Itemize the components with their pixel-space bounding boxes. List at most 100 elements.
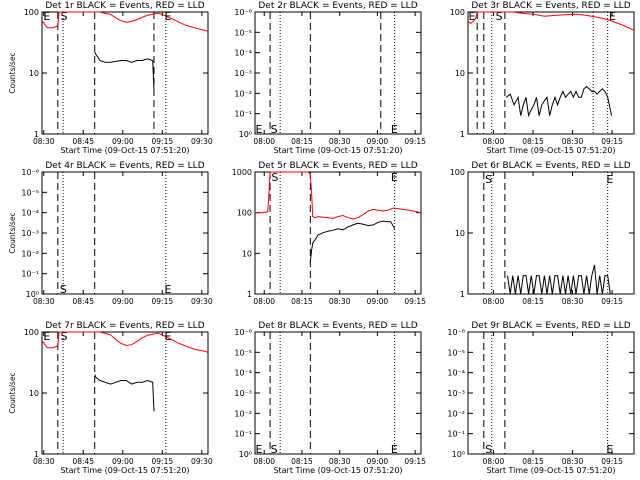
x-tick-label: 08:30 <box>562 297 584 306</box>
panel-title: Det 6r BLACK = Events, RED = LLD <box>471 161 630 171</box>
marker-label-s: S <box>271 123 278 136</box>
marker-label-e: E <box>606 173 613 186</box>
y-tick-label: 10⁻³ <box>447 389 465 398</box>
panel-title: Det 3r BLACK = Events, RED = LLD <box>471 1 630 11</box>
series-events-line <box>94 374 155 412</box>
y-tick-label: 1 <box>34 130 39 139</box>
marker-label-e: E <box>391 443 398 456</box>
y-tick-label: 10⁻⁴ <box>234 49 252 58</box>
y-tick-label: 1 <box>247 290 252 299</box>
y-tick-label: 10⁻⁴ <box>447 369 465 378</box>
panel-det-3: Det 3r BLACK = Events, RED = LLD 1 10 100 08… <box>450 1 635 155</box>
y-tick-label: 10⁻¹ <box>447 430 465 439</box>
y-tick-label: 10⁻⁴ <box>234 369 252 378</box>
x-tick-label: 09:15 <box>152 137 174 146</box>
series-events-line <box>505 85 613 118</box>
x-tick-label: 09:30 <box>191 297 213 306</box>
marker-label-e: E <box>391 171 398 184</box>
marker-label-s: S <box>485 173 492 186</box>
x-tick-label: 09:15 <box>601 297 623 306</box>
x-tick-label: 09:00 <box>112 457 134 466</box>
y-tick-label: 10⁻³ <box>234 69 252 78</box>
y-tick-label: 10⁻⁵ <box>21 188 39 197</box>
y-tick-label: 100 <box>24 8 39 17</box>
y-tick-label: 1 <box>460 290 465 299</box>
x-tick-label: 08:30 <box>329 137 351 146</box>
panel-det-6: Det 6r BLACK = Events, RED = LLD 1 10 100 08… <box>450 161 635 306</box>
x-tick-label: 08:30 <box>562 137 584 146</box>
y-tick-label: 100 <box>450 8 465 17</box>
y-axis-label: Counts/sec <box>8 52 17 93</box>
x-tick-label: 09:00 <box>112 137 134 146</box>
y-tick-label: 10 <box>29 389 39 398</box>
x-tick-label: 08:30 <box>562 457 584 466</box>
marker-label-s: S <box>271 171 278 184</box>
x-tick-label: 08:30 <box>33 457 55 466</box>
panel-det-2: Det 2r BLACK = Events, RED = LLD 10⁰ 10⁻¹ 1… <box>234 1 426 155</box>
x-tick-label: 09:30 <box>191 457 213 466</box>
y-axis-label: Counts/sec <box>8 372 17 413</box>
x-axis-label: Start Time (09-Oct-15 07:51:20) <box>60 146 189 155</box>
y-tick-label: 10⁻¹ <box>234 110 252 119</box>
x-tick-label: 09:00 <box>367 457 389 466</box>
series-lld-line <box>41 331 209 354</box>
y-tick-label: 10⁻⁶ <box>447 328 465 337</box>
panel-det-5: Det 5r BLACK = Events, RED = LLD 1 10 100 10… <box>232 161 427 306</box>
y-axis-label: Counts/sec <box>8 212 17 253</box>
x-tick-label: 08:00 <box>483 137 505 146</box>
y-tick-label: 10⁻⁶ <box>21 168 39 177</box>
x-tick-label: 08:15 <box>522 137 544 146</box>
y-tick-label: 10⁰ <box>239 130 252 139</box>
x-tick-label: 08:15 <box>522 457 544 466</box>
panel-det-9: Det 9r BLACK = Events, RED = LLD 10⁰ 10⁻¹ 1… <box>447 321 635 475</box>
marker-label-e: E <box>165 10 172 23</box>
marker-label-e: E <box>391 123 398 136</box>
x-tick-label: 09:00 <box>367 297 389 306</box>
x-axis-label: Start Time (09-Oct-15 07:51:20) <box>60 466 189 475</box>
y-tick-label: 10⁻³ <box>21 229 39 238</box>
y-tick-label: 10⁻⁴ <box>21 209 39 218</box>
x-tick-label: 09:00 <box>367 137 389 146</box>
series-lld-line <box>255 171 422 220</box>
x-tick-label: 09:15 <box>152 457 174 466</box>
y-tick-label: 10⁰ <box>239 450 252 459</box>
marker-label-s: S <box>60 283 67 296</box>
y-tick-label: 10⁻² <box>21 249 39 258</box>
marker-label-s: S <box>60 330 67 343</box>
y-tick-label: 1 <box>460 130 465 139</box>
x-tick-label: 08:45 <box>72 457 94 466</box>
panel-title: Det 7r BLACK = Events, RED = LLD <box>45 321 204 331</box>
y-tick-label: 100 <box>450 168 465 177</box>
y-tick-label: 10⁻⁶ <box>234 8 252 17</box>
panel-det-4: Det 4r BLACK = Events, RED = LLD 10⁰ 10⁻¹ 1… <box>8 161 213 306</box>
x-tick-label: 09:15 <box>404 297 426 306</box>
panel-det-7: Det 7r BLACK = Events, RED = LLD 1 10 100 08… <box>8 321 213 475</box>
panel-title: Det 2r BLACK = Events, RED = LLD <box>258 1 417 11</box>
x-axis-label: Start Time (09-Oct-15 07:51:20) <box>486 146 615 155</box>
marker-label-s: S <box>485 443 492 456</box>
y-tick-label: 1000 <box>232 168 252 177</box>
y-tick-label: 100 <box>237 209 252 218</box>
y-tick-label: 10⁰ <box>452 450 465 459</box>
y-tick-label: 10⁻⁶ <box>234 328 252 337</box>
marker-label-e: E <box>165 283 172 296</box>
x-tick-label: 09:15 <box>152 297 174 306</box>
marker-label-s: S <box>496 10 503 23</box>
x-tick-label: 08:15 <box>291 457 313 466</box>
y-tick-label: 10 <box>242 249 252 258</box>
series-lld-line <box>41 11 209 32</box>
x-axis-label: Start Time (09-Oct-15 07:51:20) <box>486 466 615 475</box>
marker-label-e: E <box>256 443 263 456</box>
x-tick-label: 08:30 <box>33 297 55 306</box>
x-tick-label: 08:30 <box>329 297 351 306</box>
marker-label-e: E <box>606 443 613 456</box>
y-tick-label: 10⁻² <box>234 409 252 418</box>
y-tick-label: 10 <box>455 69 465 78</box>
x-tick-label: 08:30 <box>329 457 351 466</box>
y-tick-label: 10⁻¹ <box>234 430 252 439</box>
series-lld-line <box>467 11 635 31</box>
x-tick-label: 09:15 <box>601 457 623 466</box>
panel-title: Det 5r BLACK = Events, RED = LLD <box>258 161 417 171</box>
x-tick-label: 09:15 <box>404 137 426 146</box>
x-tick-label: 08:00 <box>253 457 275 466</box>
